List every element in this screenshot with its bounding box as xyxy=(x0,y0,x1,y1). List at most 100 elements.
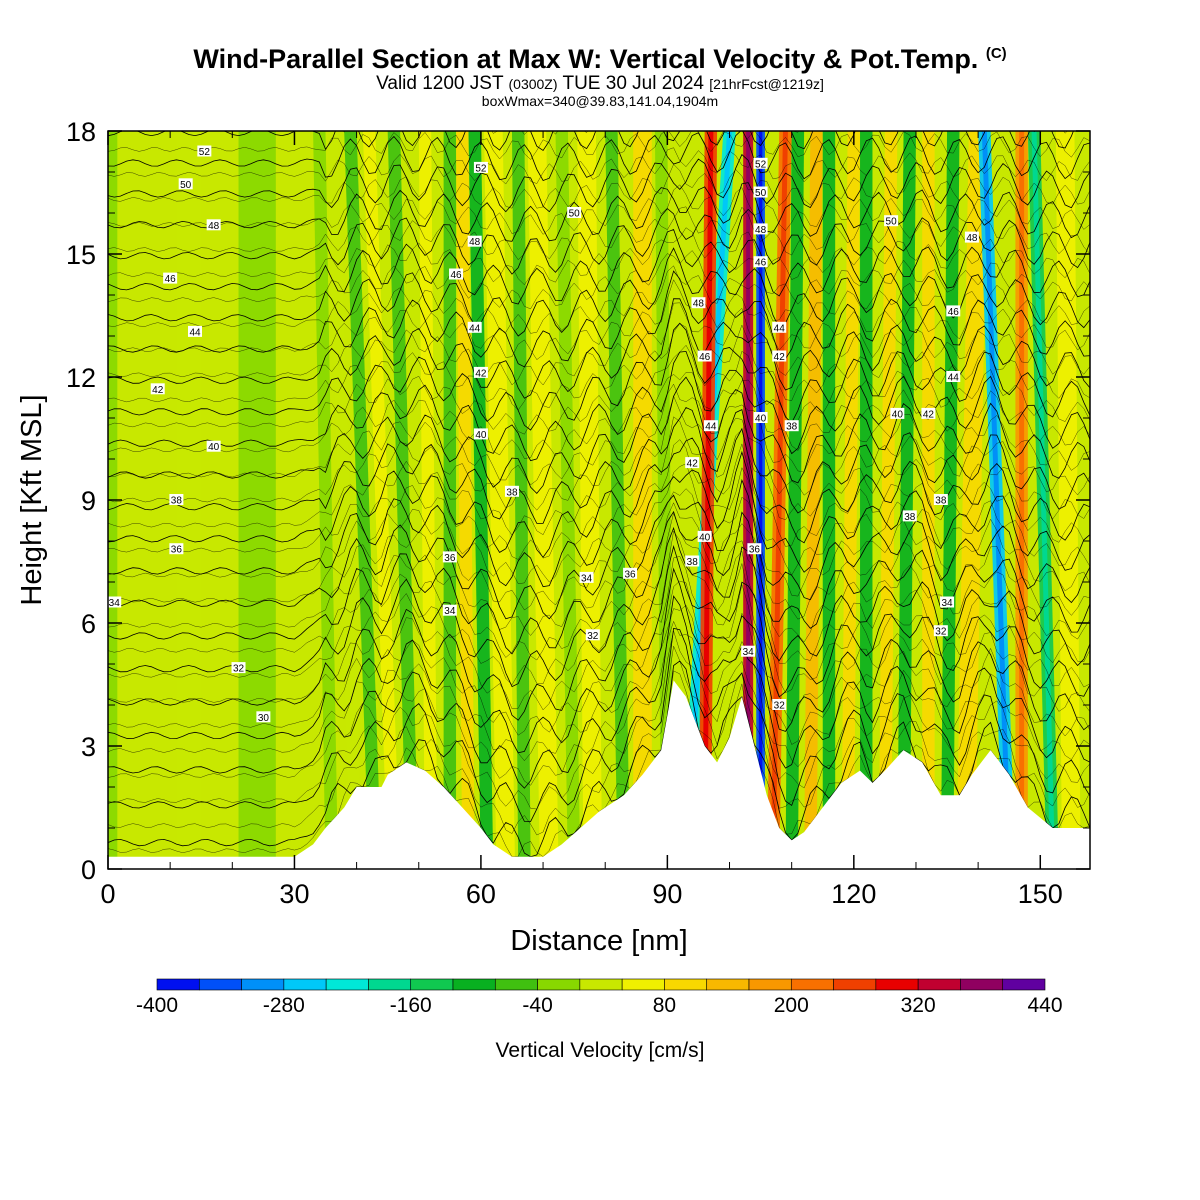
colorbar-swatch xyxy=(579,978,623,991)
w-band xyxy=(605,131,631,869)
w-band-core xyxy=(1019,131,1025,869)
contour-label-bg xyxy=(178,178,193,190)
isentrope-line xyxy=(108,131,1090,181)
contour-label: 46 xyxy=(450,270,462,281)
isentrope-line xyxy=(108,147,1090,185)
isentrope-line xyxy=(108,265,1090,334)
colorbar-tick-label: 80 xyxy=(653,994,676,1017)
y-tick-label: 0 xyxy=(81,855,96,885)
isentrope-line xyxy=(108,406,1090,524)
contour-label: 50 xyxy=(569,209,581,220)
contour-label: 42 xyxy=(687,459,699,470)
x-tick-label: 120 xyxy=(831,879,876,909)
contour-label: 48 xyxy=(693,299,705,310)
contour-label: 42 xyxy=(152,385,164,396)
colorbar-swatch xyxy=(748,978,792,991)
contour-label: 34 xyxy=(581,573,593,584)
isentrope-line xyxy=(108,323,1090,411)
contour-label-bg xyxy=(585,629,600,641)
isentrope-line xyxy=(108,463,1090,584)
colorbar-swatch xyxy=(621,978,665,991)
contour-label: 52 xyxy=(755,159,767,170)
isentrope-line xyxy=(108,247,1090,337)
isentrope-line xyxy=(108,544,1090,721)
contour-label: 38 xyxy=(506,487,518,498)
y-tick-label: 12 xyxy=(66,363,96,393)
terrain xyxy=(108,680,1090,869)
contour-label-bg xyxy=(772,321,787,333)
contour-label-bg xyxy=(567,207,582,218)
contour-label: 36 xyxy=(625,569,637,580)
isentrope-line xyxy=(108,344,1090,435)
colorbar-tick-label: -160 xyxy=(390,994,432,1017)
w-band xyxy=(1055,131,1081,869)
colorbar-tick-label: -40 xyxy=(522,994,552,1017)
contour-label-bg xyxy=(442,604,457,616)
w-band-core xyxy=(746,131,751,869)
isentrope-line xyxy=(108,567,1090,754)
contour-label-bg xyxy=(206,440,221,452)
w-band-core xyxy=(758,131,763,869)
contour-label-bg xyxy=(473,161,488,173)
contour-label-bg xyxy=(685,457,700,469)
contour-label: 48 xyxy=(966,233,978,244)
isentrope-line xyxy=(108,630,1090,810)
contour-label-bg xyxy=(753,157,768,169)
contour-label-bg xyxy=(231,662,246,674)
w-band xyxy=(238,131,276,869)
isentrope-line xyxy=(108,376,1090,494)
colorbar-tick-label: 200 xyxy=(774,994,809,1017)
isentrope-line xyxy=(108,372,1090,459)
contour-label: 38 xyxy=(171,496,183,507)
isentrope-line xyxy=(108,153,1090,213)
contour-label-bg xyxy=(579,571,594,583)
contour-label: 44 xyxy=(774,323,786,334)
w-band xyxy=(922,131,935,869)
contour-label: 34 xyxy=(109,598,121,609)
contour-label-bg xyxy=(467,321,482,333)
contour-label-bg xyxy=(940,596,955,608)
w-band xyxy=(468,131,494,869)
colorbar-swatch xyxy=(917,978,961,991)
contour-label: 32 xyxy=(935,627,947,638)
isentropes-fine xyxy=(108,131,1090,858)
contour-label: 32 xyxy=(587,631,599,642)
isentrope-line xyxy=(108,645,1090,836)
contour-label-bg xyxy=(772,699,787,710)
contour-label-bg xyxy=(933,494,948,505)
contour-label: 30 xyxy=(258,713,270,724)
w-band-core xyxy=(981,131,1012,869)
contour-label-bg xyxy=(623,567,638,579)
isentrope-line xyxy=(108,660,1090,858)
isentrope-line xyxy=(108,383,1090,486)
colorbar-swatch xyxy=(283,978,327,991)
colorbar-swatch xyxy=(494,978,538,991)
contour-label-bg xyxy=(108,596,122,608)
isentrope-line xyxy=(108,298,1090,399)
isentrope-line xyxy=(108,512,1090,661)
colorbar: -400 -280 -160 -40 80 200 320 440 xyxy=(136,978,1063,1017)
isentrope-line xyxy=(108,604,1090,762)
y-tick-label: 9 xyxy=(81,486,96,516)
contour-label: 44 xyxy=(705,422,717,433)
x-axis-label: Distance [nm] xyxy=(510,925,687,957)
contour-label: 52 xyxy=(475,163,487,174)
isentrope-line xyxy=(108,206,1090,261)
contour-label: 50 xyxy=(886,217,898,228)
isentrope-line xyxy=(108,302,1090,386)
contour-label-bg xyxy=(467,235,482,247)
isentrope-line xyxy=(108,488,1090,611)
w-band xyxy=(362,131,401,869)
colorbar-swatch xyxy=(664,978,708,991)
x-tick-label: 60 xyxy=(466,879,496,909)
contour-label-bg xyxy=(753,186,768,198)
y-tick-label: 15 xyxy=(66,240,96,270)
isentrope-line xyxy=(108,208,1090,275)
contour-label-bg xyxy=(169,494,184,505)
shaded-field: 52 50 48 46 44 42 40 38 36 34 32 30 52 50 48 46 44 42 40 38… xyxy=(108,131,1090,869)
w-band xyxy=(577,131,603,869)
isentrope-line xyxy=(108,228,1090,305)
w-band xyxy=(804,131,823,869)
chart-subtitle-box: boxWmax=340@39.83,141.04,1904m xyxy=(481,93,719,109)
colorbar-tick-label: -280 xyxy=(263,994,305,1017)
